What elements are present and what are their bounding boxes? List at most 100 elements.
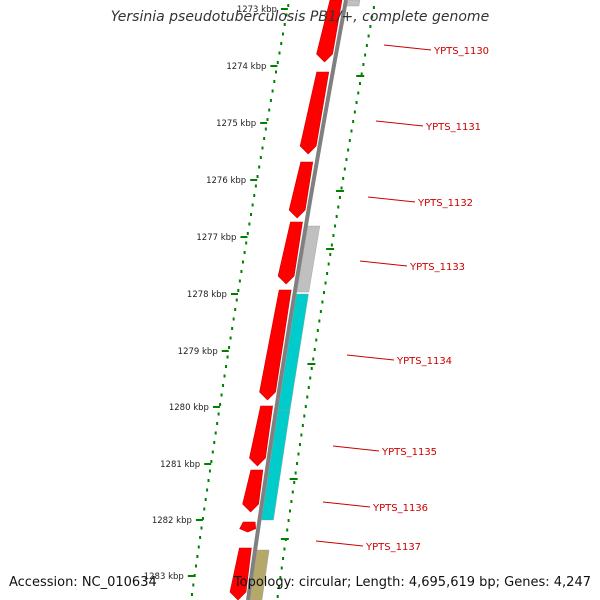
kbp-label: 1283 kbp bbox=[144, 572, 184, 582]
gene-label: YPTS_1132 bbox=[417, 198, 473, 209]
inner-tick bbox=[269, 99, 272, 102]
outer-tick bbox=[367, 34, 370, 38]
outer-tick bbox=[278, 585, 281, 589]
outer-tick bbox=[322, 291, 325, 294]
inner-tick bbox=[275, 70, 278, 74]
outer-major-tick bbox=[280, 538, 289, 540]
outer-tick bbox=[360, 72, 363, 76]
outer-major-tick bbox=[335, 190, 344, 192]
inner-tick bbox=[211, 450, 214, 454]
inner-tick bbox=[190, 593, 193, 596]
inner-tick bbox=[196, 555, 199, 558]
inner-tick bbox=[217, 412, 220, 416]
outer-tick bbox=[313, 348, 316, 351]
kbp-label: 1282 kbp bbox=[152, 516, 192, 526]
outer-major-tick bbox=[307, 363, 316, 365]
inner-tick bbox=[207, 479, 210, 482]
inner-tick bbox=[261, 146, 264, 150]
outer-tick bbox=[288, 509, 291, 513]
kbp-tick bbox=[280, 8, 288, 10]
inner-tick bbox=[254, 184, 257, 188]
outer-tick bbox=[318, 319, 321, 323]
reverse-strand-genes bbox=[249, 0, 361, 600]
inner-tick bbox=[216, 422, 219, 425]
kbp-tick bbox=[212, 406, 220, 408]
inner-tick bbox=[197, 545, 200, 549]
outer-tick bbox=[340, 186, 343, 190]
outer-tick bbox=[343, 167, 346, 171]
reverse-gene-arrow bbox=[249, 549, 270, 600]
outer-tick bbox=[330, 243, 333, 247]
kbp-tick bbox=[270, 65, 278, 67]
kbp-tick bbox=[230, 293, 238, 295]
kbp-tick bbox=[187, 575, 195, 577]
outer-tick bbox=[280, 566, 283, 570]
outer-tick bbox=[321, 300, 324, 304]
outer-tick bbox=[279, 576, 282, 579]
inner-tick bbox=[192, 583, 195, 587]
outer-major-tick bbox=[356, 75, 365, 77]
forward-gene-arrow bbox=[249, 405, 273, 467]
outer-tick bbox=[310, 367, 313, 370]
outer-tick bbox=[307, 386, 310, 389]
outer-tick bbox=[338, 196, 341, 199]
forward-gene-arrow bbox=[259, 289, 292, 401]
inner-tick bbox=[242, 260, 245, 264]
inner-tick bbox=[214, 431, 217, 435]
inner-tick bbox=[245, 241, 248, 245]
outer-tick bbox=[364, 53, 367, 57]
gene-label: YPTS_1134 bbox=[396, 356, 452, 367]
gene-label: YPTS_1136 bbox=[372, 503, 428, 514]
outer-tick bbox=[315, 338, 318, 342]
outer-tick bbox=[291, 490, 294, 494]
inner-tick bbox=[283, 23, 286, 26]
outer-tick bbox=[304, 405, 307, 408]
inner-tick bbox=[235, 298, 238, 302]
inner-tick bbox=[281, 32, 284, 36]
gene-label-leader bbox=[375, 120, 424, 127]
gene-label-leader bbox=[346, 354, 395, 361]
outer-tick bbox=[303, 414, 306, 418]
inner-tick bbox=[273, 80, 276, 83]
inner-tick bbox=[240, 270, 243, 273]
forward-gene-arrow bbox=[229, 547, 252, 600]
kbp-label: 1280 kbp bbox=[169, 403, 209, 413]
inner-tick bbox=[248, 222, 251, 226]
outer-tick bbox=[337, 205, 340, 209]
kbp-label: 1274 kbp bbox=[226, 62, 266, 72]
inner-tick bbox=[225, 365, 228, 368]
inner-tick bbox=[226, 355, 229, 359]
outer-tick bbox=[297, 452, 300, 456]
inner-tick bbox=[268, 108, 271, 112]
outer-tick-track bbox=[276, 6, 375, 598]
outer-tick bbox=[316, 329, 319, 332]
gene-label-leader bbox=[359, 260, 408, 267]
outer-tick bbox=[327, 262, 330, 266]
outer-tick bbox=[283, 547, 286, 551]
inner-tick bbox=[271, 89, 274, 93]
genome-stats-text: Topology: circular; Length: 4,695,619 bp… bbox=[233, 575, 591, 590]
forward-strand-genes bbox=[229, 0, 343, 600]
gene-label-leader bbox=[322, 501, 371, 508]
outer-tick bbox=[282, 557, 285, 560]
inner-tick bbox=[278, 51, 281, 55]
outer-tick bbox=[287, 519, 290, 522]
outer-tick bbox=[312, 357, 315, 361]
forward-gene-arrow bbox=[242, 469, 264, 513]
outer-tick bbox=[347, 148, 350, 152]
outer-tick bbox=[324, 281, 327, 285]
inner-tick bbox=[200, 526, 203, 530]
inner-tick bbox=[204, 498, 207, 501]
forward-gene-arrow bbox=[239, 521, 257, 533]
inner-tick bbox=[253, 194, 256, 197]
gene-label-leader bbox=[367, 196, 416, 203]
forward-gene-arrow bbox=[288, 161, 314, 219]
kbp-label: 1275 kbp bbox=[216, 119, 256, 129]
outer-tick bbox=[329, 253, 332, 256]
outer-tick bbox=[298, 443, 301, 446]
inner-tick bbox=[258, 165, 261, 169]
gene-labels: YPTS_1130 YPTS_1131 YPTS_1132 YPTS_1133 YPTS… bbox=[315, 44, 489, 553]
outer-tick bbox=[371, 15, 374, 19]
gene-label-leader bbox=[315, 540, 364, 547]
inner-tick bbox=[199, 536, 202, 539]
